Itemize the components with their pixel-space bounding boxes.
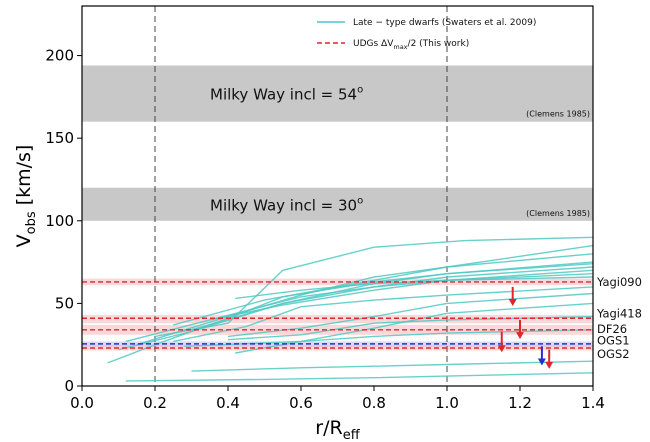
x-tick-label: 1.4 [581, 394, 605, 412]
x-axis-title: r/Reff [315, 417, 360, 442]
udg-uncertainty-band [82, 278, 593, 286]
y-tick-label: 150 [45, 129, 74, 147]
dwarf-rotation-curve [227, 292, 593, 338]
dwarf-rotation-curve [154, 236, 593, 338]
udg-name-label: OGS2 [597, 347, 630, 361]
label-layer: r/Reff Vobs [km/s] Milky Way incl = 54o (Cl… [13, 85, 642, 442]
udg-lines-layer [82, 281, 593, 349]
milky-way-band [82, 65, 593, 122]
legend: Late − type dwarfs (Swaters et al. 2009)… [317, 18, 536, 51]
x-tick-label: 0.8 [362, 394, 386, 412]
udg-name-label: Yagi090 [596, 275, 642, 289]
legend-label: Late − type dwarfs (Swaters et al. 2009) [353, 18, 536, 28]
x-tick-label: 0.6 [289, 394, 313, 412]
udg-band-layer [82, 278, 593, 351]
y-axis-title: Vobs [km/s] [13, 145, 39, 248]
upper-limit-arrow [508, 286, 517, 307]
x-tick-label: 1.2 [508, 394, 532, 412]
udg-name-label: OGS1 [597, 334, 630, 348]
udg-name-label: Yagi418 [596, 306, 642, 320]
upper-limit-arrow [545, 349, 554, 369]
upper-limit-arrow [537, 346, 546, 366]
upper-limit-arrow [497, 331, 506, 353]
udg-uncertainty-band [82, 324, 593, 335]
vline-layer [154, 6, 448, 386]
dwarf-rotation-curve [136, 253, 593, 346]
y-tick-label: 0 [64, 377, 74, 395]
x-tick-label: 0.4 [216, 394, 240, 412]
dwarf-rotation-curve [173, 286, 593, 343]
x-tick-label: 0.0 [70, 394, 94, 412]
legend-label: UDGs ΔVmax/2 (This work) [353, 39, 469, 51]
udg-uncertainty-band [82, 314, 593, 324]
udg-uncertainty-band [82, 345, 593, 351]
y-tick-label: 50 [55, 294, 74, 312]
x-tick-label: 1.0 [435, 394, 459, 412]
dwarf-rotation-curve [235, 276, 593, 300]
dwarf-rotation-curve [184, 329, 593, 347]
band-reference: (Clemens 1985) [526, 110, 590, 119]
band-reference: (Clemens 1985) [526, 209, 590, 218]
dwarf-rotation-curve [191, 360, 593, 372]
upper-limit-arrow [516, 319, 524, 340]
y-tick-label: 200 [45, 47, 74, 65]
dwarf-rotation-curve [235, 302, 593, 354]
bands-layer [82, 65, 593, 221]
y-tick-label: 100 [45, 212, 74, 230]
band-label: Milky Way incl = 30o [210, 195, 363, 214]
dwarf-rotation-curve [209, 273, 593, 321]
x-tick-label: 0.2 [143, 394, 167, 412]
dwarf-rotation-curve [125, 372, 593, 382]
milky-way-band [82, 187, 593, 221]
band-label: Milky Way incl = 54o [210, 85, 363, 104]
udg-uncertainty-band [82, 341, 593, 347]
dwarf-rotation-curve [173, 244, 593, 326]
plot-frame [81, 5, 594, 387]
dwarf-rotation-curve [227, 315, 593, 341]
arrow-layer [497, 286, 554, 369]
axes-layer: 0.0 0.2 0.4 0.6 0.8 1.0 1.2 1.4 0 50 100 150 200 [45, 5, 605, 412]
udg-name-label: DF26 [597, 322, 627, 336]
dwarf-rotation-curve [118, 266, 593, 351]
dwarf-curves-layer [107, 236, 593, 382]
